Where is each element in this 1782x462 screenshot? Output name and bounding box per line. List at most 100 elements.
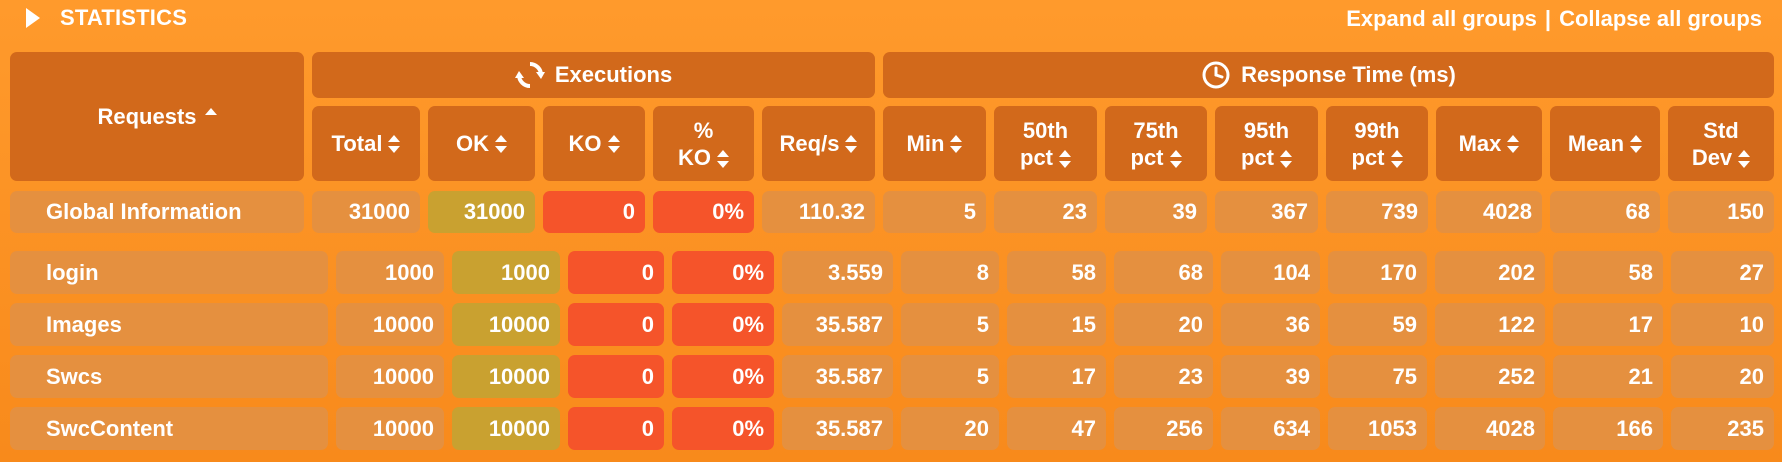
request-std: 27 — [1671, 251, 1774, 294]
request-p75: 23 — [1114, 355, 1213, 398]
request-p75: 256 — [1114, 407, 1213, 450]
col-p95[interactable]: 95th pct — [1215, 106, 1318, 181]
request-name[interactable]: Images — [10, 303, 328, 346]
statistics-toggle[interactable]: STATISTICS — [26, 5, 188, 30]
expand-all-groups-link[interactable]: Expand all groups — [1346, 6, 1537, 31]
request-p99: 75 — [1328, 355, 1427, 398]
sort-icon — [1059, 149, 1071, 168]
request-min: 8 — [901, 251, 999, 294]
sort-icon — [607, 134, 620, 153]
global-p95: 367 — [1215, 191, 1318, 233]
col-req-s-label: Req/s — [779, 131, 840, 156]
request-ok: 10000 — [452, 303, 560, 346]
request-p95: 104 — [1221, 251, 1320, 294]
col-total-label: Total — [331, 131, 383, 156]
sort-icon — [950, 134, 963, 153]
request-ko: 0 — [568, 355, 664, 398]
request-mean: 58 — [1553, 251, 1663, 294]
col-p99-line2: pct — [1351, 144, 1385, 170]
requests-header[interactable]: Requests — [10, 52, 304, 181]
col-p50-line1: 50th — [1022, 117, 1069, 143]
global-mean: 68 — [1550, 191, 1660, 233]
group-links: Expand all groups | Collapse all groups — [1346, 6, 1762, 32]
request-min: 5 — [901, 303, 999, 346]
request-ko: 0 — [568, 303, 664, 346]
request-name[interactable]: SwcContent — [10, 407, 328, 450]
request-std: 10 — [1671, 303, 1774, 346]
global-name: Global Information — [10, 191, 304, 233]
col-p95-label: 95th pct — [1241, 117, 1292, 171]
col-p95-line1: 95th — [1243, 117, 1290, 143]
request-std: 235 — [1671, 407, 1774, 450]
request-p99: 170 — [1328, 251, 1427, 294]
request-p50: 47 — [1007, 407, 1106, 450]
statistics-header: STATISTICS Expand all groups | Collapse al… — [0, 0, 1782, 40]
sort-icon — [717, 149, 729, 168]
col-pct-ko-line1: % — [693, 117, 714, 143]
col-p99-label: 99th pct — [1352, 117, 1403, 171]
sort-icon — [388, 134, 401, 153]
request-name[interactable]: login — [10, 251, 328, 294]
col-ok[interactable]: OK — [428, 106, 535, 181]
col-mean-label: Mean — [1567, 131, 1625, 156]
request-ok: 1000 — [452, 251, 560, 294]
request-p95: 39 — [1221, 355, 1320, 398]
col-total[interactable]: Total — [312, 106, 420, 181]
col-max-label: Max — [1458, 131, 1502, 156]
col-mean[interactable]: Mean — [1550, 106, 1660, 181]
request-p75: 20 — [1114, 303, 1213, 346]
request-req-s: 35.587 — [782, 355, 893, 398]
global-p75: 39 — [1105, 191, 1207, 233]
link-separator: | — [1544, 6, 1552, 31]
global-max: 4028 — [1436, 191, 1542, 233]
request-max: 202 — [1435, 251, 1545, 294]
statistics-title: STATISTICS — [60, 5, 188, 30]
col-std-label: Std Dev — [1691, 117, 1751, 171]
col-std-line2: Dev — [1691, 144, 1733, 170]
request-p99: 1053 — [1328, 407, 1427, 450]
request-pct-ko: 0% — [672, 355, 774, 398]
request-total: 10000 — [336, 407, 444, 450]
global-p99: 739 — [1326, 191, 1428, 233]
col-min[interactable]: Min — [883, 106, 986, 181]
request-p50: 17 — [1007, 355, 1106, 398]
request-ok: 10000 — [452, 355, 560, 398]
request-ko: 0 — [568, 407, 664, 450]
col-std[interactable]: Std Dev — [1668, 106, 1774, 181]
request-p50: 15 — [1007, 303, 1106, 346]
sort-icon — [495, 134, 507, 153]
col-req-s[interactable]: Req/s — [762, 106, 875, 181]
col-p50-label: 50th pct — [1020, 117, 1071, 171]
col-ko[interactable]: KO — [543, 106, 645, 181]
col-p50-line2: pct — [1020, 144, 1053, 170]
global-req-s: 110.32 — [762, 191, 875, 233]
response-time-header-label: Response Time (ms) — [1241, 62, 1456, 87]
request-min: 5 — [901, 355, 999, 398]
request-total: 1000 — [336, 251, 444, 294]
executions-header-label: Executions — [554, 62, 673, 87]
request-max: 252 — [1435, 355, 1545, 398]
request-name[interactable]: Swcs — [10, 355, 328, 398]
global-ko: 0 — [543, 191, 645, 233]
col-p75-label: 75th pct — [1131, 117, 1182, 171]
col-p75[interactable]: 75th pct — [1105, 106, 1207, 181]
col-pct-ko-label: % KO — [678, 117, 729, 171]
col-max[interactable]: Max — [1436, 106, 1542, 181]
request-p99: 59 — [1328, 303, 1427, 346]
col-ko-label: KO — [568, 131, 602, 156]
request-total: 10000 — [336, 303, 444, 346]
col-pct-ko[interactable]: % KO — [653, 106, 754, 181]
col-p75-line2: pct — [1130, 144, 1164, 170]
response-time-header: Response Time (ms) — [883, 52, 1774, 98]
request-req-s: 35.587 — [782, 303, 893, 346]
col-p50[interactable]: 50th pct — [994, 106, 1097, 181]
request-p75: 68 — [1114, 251, 1213, 294]
col-p99[interactable]: 99th pct — [1326, 106, 1428, 181]
request-p95: 634 — [1221, 407, 1320, 450]
collapse-all-groups-link[interactable]: Collapse all groups — [1559, 6, 1762, 31]
request-std: 20 — [1671, 355, 1774, 398]
request-p50: 58 — [1007, 251, 1106, 294]
global-ok: 31000 — [428, 191, 535, 233]
col-pct-ko-line2: KO — [678, 144, 711, 170]
request-ko: 0 — [568, 251, 664, 294]
